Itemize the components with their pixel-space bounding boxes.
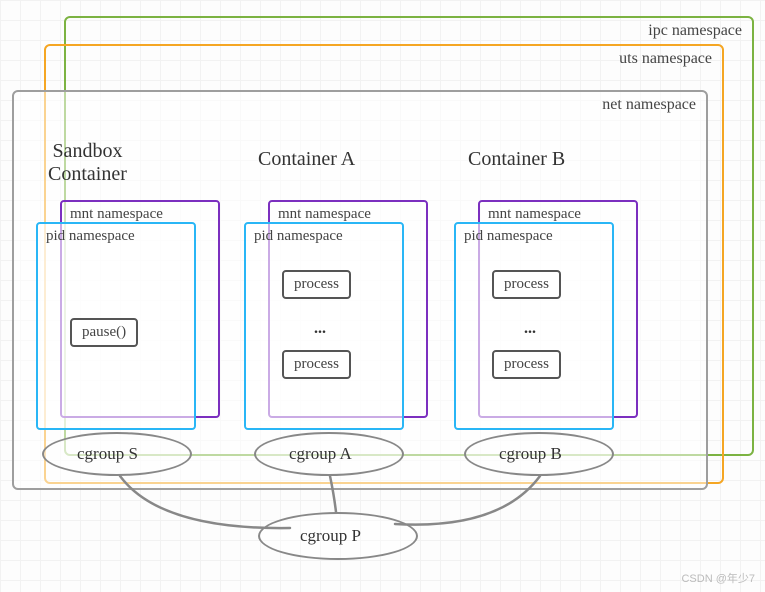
cgroup-b-label: cgroup B	[499, 444, 562, 464]
sandbox-process-pause: pause()	[70, 318, 138, 347]
cgroup-s-label: cgroup S	[77, 444, 138, 464]
container-b-pid-label: pid namespace	[464, 228, 553, 245]
container-a-dots: ...	[314, 320, 326, 338]
sandbox-mnt-label: mnt namespace	[70, 206, 163, 223]
cgroup-p-label: cgroup P	[300, 526, 361, 546]
container-a-process-1: process	[282, 350, 351, 379]
uts-namespace-label: uts namespace	[619, 50, 712, 68]
container-a-mnt-label: mnt namespace	[278, 206, 371, 223]
container-a-title: Container A	[258, 148, 355, 171]
container-b-process-1-label: process	[504, 356, 549, 372]
container-a-process-0: process	[282, 270, 351, 299]
sandbox-process-pause-label: pause()	[82, 324, 126, 340]
sandbox-pid-label: pid namespace	[46, 228, 135, 245]
container-a-pid-label: pid namespace	[254, 228, 343, 245]
container-b-process-0-label: process	[504, 276, 549, 292]
container-a-process-0-label: process	[294, 276, 339, 292]
ipc-namespace-label: ipc namespace	[648, 22, 742, 40]
sandbox-title-text: Sandbox Container	[48, 140, 127, 185]
cgroup-a-label: cgroup A	[289, 444, 352, 464]
container-b-process-1: process	[492, 350, 561, 379]
container-b-mnt-label: mnt namespace	[488, 206, 581, 223]
watermark: CSDN @年少7	[681, 570, 755, 586]
container-b-process-0: process	[492, 270, 561, 299]
container-a-title-text: Container A	[258, 148, 355, 170]
net-namespace-label: net namespace	[602, 96, 696, 114]
sandbox-title: Sandbox Container	[48, 140, 127, 186]
container-b-title-text: Container B	[468, 148, 565, 170]
container-b-title: Container B	[468, 148, 565, 171]
container-a-process-1-label: process	[294, 356, 339, 372]
container-b-dots: ...	[524, 320, 536, 338]
